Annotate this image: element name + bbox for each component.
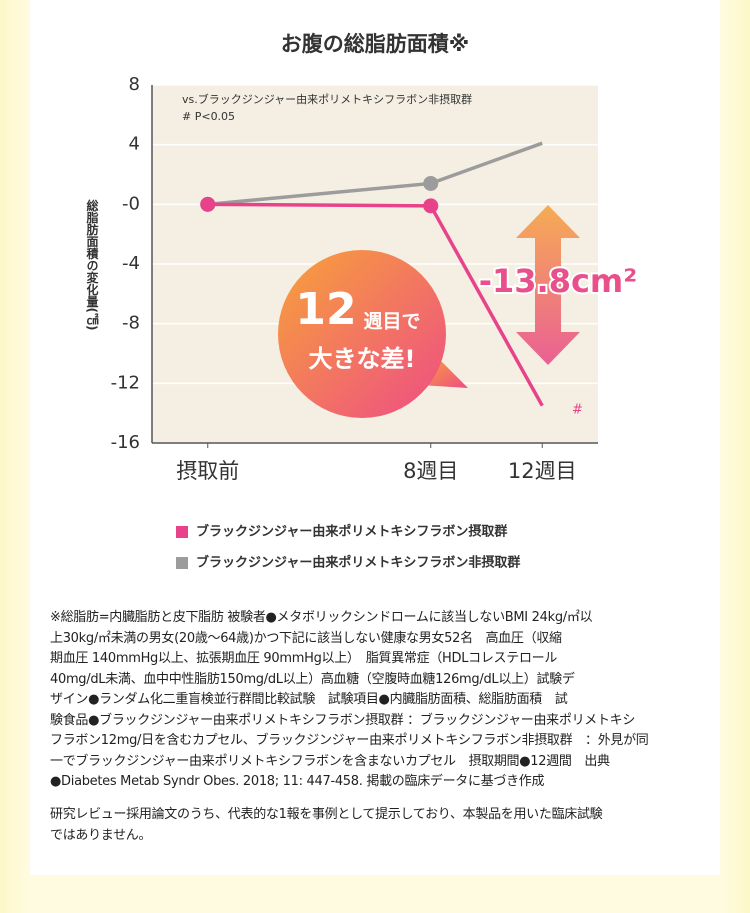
x-tick-label: 12週目 bbox=[508, 459, 577, 483]
y-tick-label: -4 bbox=[122, 253, 140, 274]
legend-label: ブラックジンジャー由来ポリメトキシフラボン非摂取群 bbox=[196, 555, 520, 571]
text-line: 験食品●ブラックジンジャー由来ポリメトキシフラボン摂取群 ：ブラックジンジャー由… bbox=[50, 712, 636, 728]
text-line: ではありません。 bbox=[50, 827, 152, 843]
bubble-tail bbox=[420, 360, 468, 388]
text-line: ※総脂肪=内臓脂肪と皮下脂肪 被験者●メタボリックシンドロームに該当しないBMI… bbox=[50, 610, 593, 625]
bubble-number: 12 bbox=[295, 284, 356, 335]
y-tick-label: -12 bbox=[111, 372, 140, 393]
data-point bbox=[423, 175, 439, 191]
text-line: 40mg/dL未満、血中中性脂肪150mg/dL以上）高血糖（空腹時血糖126m… bbox=[50, 671, 575, 687]
y-tick-label: 4 bbox=[129, 134, 140, 155]
bubble-text: 週目で bbox=[363, 311, 420, 333]
annotation: vs.ブラックジンジャー由来ポリメトキシフラボン非摂取群 bbox=[182, 92, 472, 106]
y-tick-label: -0 bbox=[122, 193, 140, 214]
text-line: 上30kg/㎡未満の男女(20歳～64歳)かつ下記に該当しない健康な男女52名 … bbox=[50, 630, 562, 646]
chart-title: お腹の総脂肪面積※ bbox=[281, 32, 469, 56]
text-line: 研究レビュー採用論文のうち、代表的な1報を事例として提示しており、本製品を用いた… bbox=[50, 807, 603, 822]
significance-marker: # bbox=[572, 403, 583, 418]
legend-swatch bbox=[176, 557, 188, 569]
text-line: 期血圧 140mmHg以上、拡張期血圧 90mmHg以上） 脂質異常症（HDLコ… bbox=[50, 651, 558, 666]
text-line: フラボン12mg/日を含むカプセル、ブラックジンジャー由来ポリメトキシフラボン非… bbox=[50, 733, 649, 748]
x-tick-label: 8週目 bbox=[403, 459, 458, 483]
y-tick-label: -16 bbox=[111, 432, 140, 453]
difference-arrow bbox=[516, 205, 580, 365]
difference-label: -13.8cm² bbox=[479, 262, 638, 300]
legend-swatch bbox=[176, 526, 188, 538]
annotation: # P<0.05 bbox=[182, 110, 235, 123]
data-point bbox=[200, 196, 216, 212]
bubble-text: 大きな差! bbox=[309, 345, 416, 373]
y-tick-label: 8 bbox=[129, 74, 140, 95]
text-line: ザイン●ランダム化二重盲検並行群間比較試験 試験項目●内臓脂肪面積、総脂肪面積 … bbox=[50, 692, 568, 707]
y-axis-label: 総脂肪面積の変化量(㎠) bbox=[85, 198, 99, 330]
disclaimer: 研究レビュー採用論文のうち、代表的な1報を事例として提示しており、本製品を用いた… bbox=[50, 805, 710, 846]
footnote: ※総脂肪=内臓脂肪と皮下脂肪 被験者●メタボリックシンドロームに該当しないBMI… bbox=[50, 608, 710, 793]
legend-label: ブラックジンジャー由来ポリメトキシフラボン摂取群 bbox=[196, 524, 507, 540]
chart: お腹の総脂肪面積※ vs.ブラックジンジャー由来ポリメトキシフラボン非摂取群 #… bbox=[85, 32, 639, 571]
data-point bbox=[423, 198, 439, 214]
text-line: ●Diabetes Metab Syndr Obes. 2018; 11: 44… bbox=[50, 774, 545, 789]
bubble bbox=[278, 250, 446, 418]
x-tick-label: 摂取前 bbox=[176, 459, 239, 483]
y-tick-label: -8 bbox=[122, 313, 140, 334]
text-line: 一でブラックジンジャー由来ポリメトキシフラボンを含まないカプセル 摂取期間●12… bbox=[50, 753, 610, 769]
